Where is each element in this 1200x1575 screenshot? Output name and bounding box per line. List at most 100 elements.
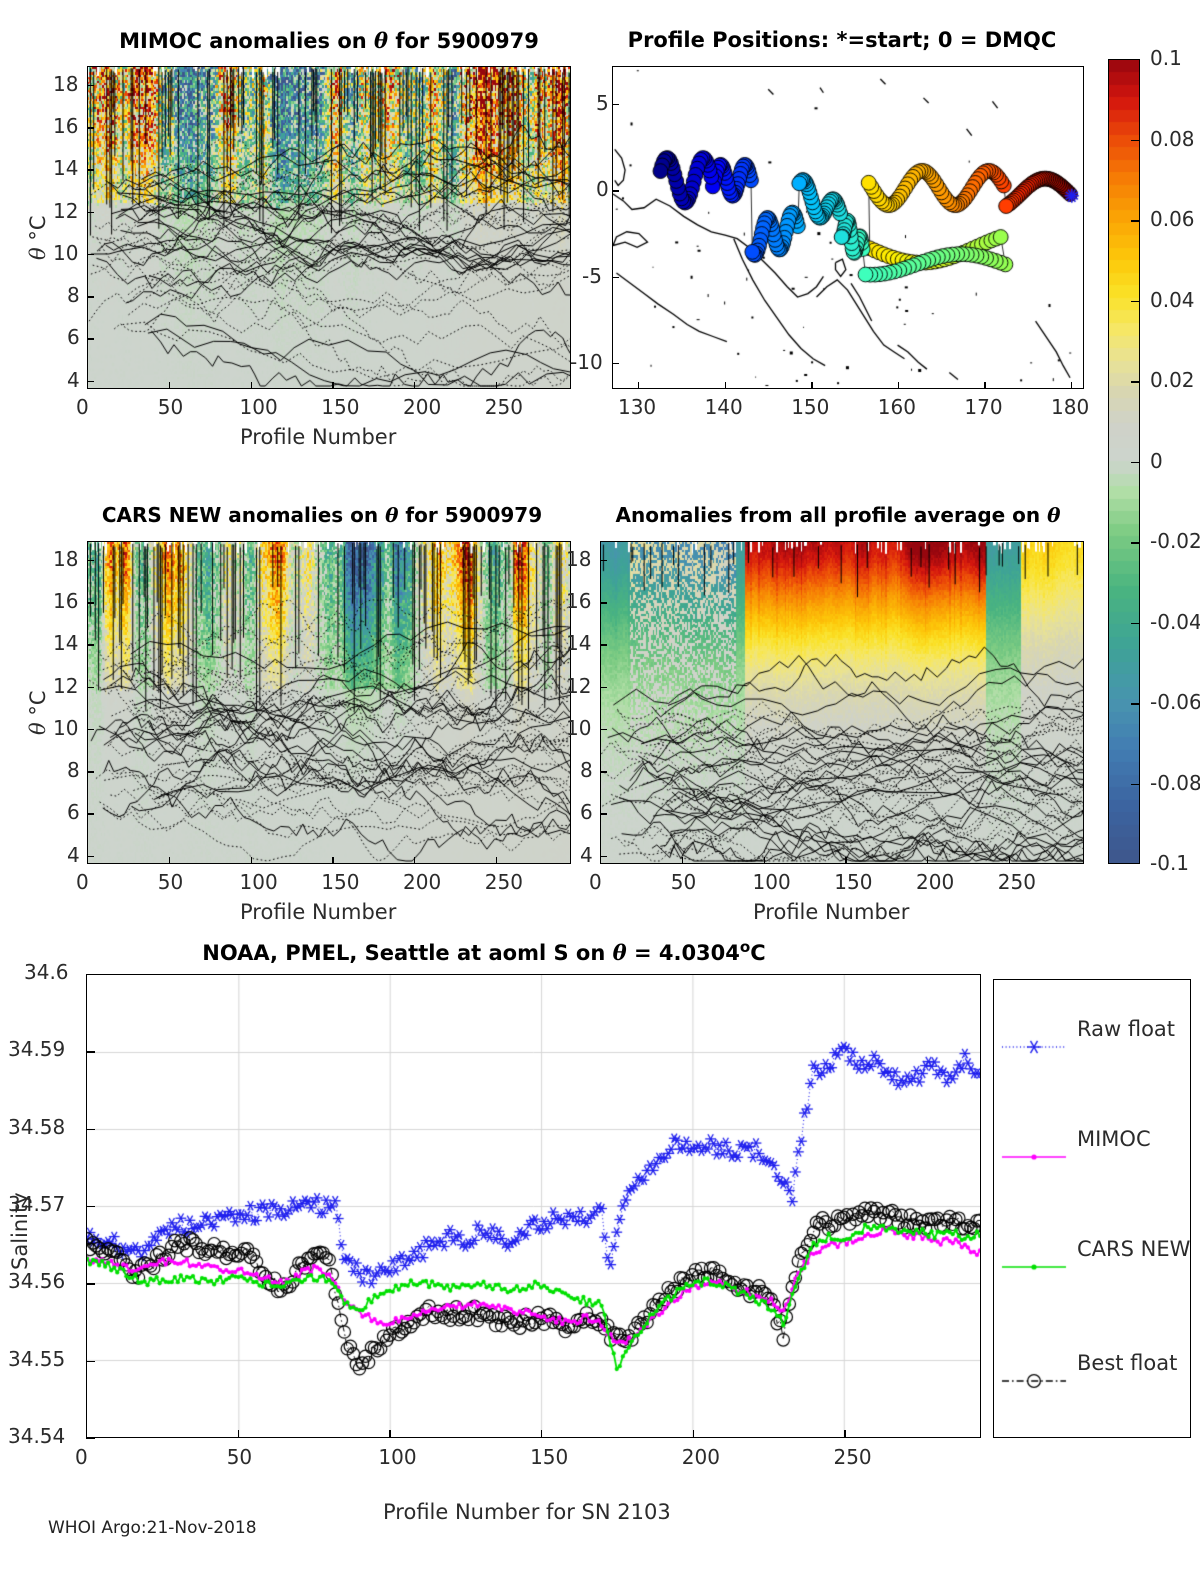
colorbar-tick xyxy=(1131,139,1140,142)
salinity-ytick xyxy=(86,1051,95,1053)
allprof-xticklabel: 100 xyxy=(752,870,791,894)
cars-xtick xyxy=(495,857,498,864)
cars-yticklabel: 6 xyxy=(67,800,80,825)
legend-sample-lines xyxy=(994,980,1190,1437)
salinity-xtick xyxy=(237,1430,240,1438)
salinity-ytick xyxy=(86,1438,95,1440)
allprof-axes xyxy=(600,541,1084,864)
mimoc-ytick xyxy=(87,211,94,214)
cars-yticklabel: 4 xyxy=(67,842,80,867)
cars-xticklabel: 100 xyxy=(239,870,278,894)
mimoc-yticklabel: 8 xyxy=(67,283,80,308)
allprof-ytick xyxy=(600,686,607,689)
salinity-xlabel: Profile Number for SN 2103 xyxy=(383,1500,671,1524)
mimoc-xticklabel: 50 xyxy=(157,395,184,419)
mimoc-xticklabel: 0 xyxy=(76,395,89,419)
salinity-title: NOAA, PMEL, Seattle at aoml S on θ = 4.0… xyxy=(202,938,766,965)
colorbar-tick xyxy=(1131,461,1140,464)
allprof-yticklabel: 6 xyxy=(580,800,593,825)
allprof-ytick xyxy=(600,560,607,562)
allprof-xtick xyxy=(927,857,929,864)
colorbar-tick xyxy=(1131,622,1140,625)
mimoc-xtick xyxy=(414,382,416,389)
mimoc-yticklabel: 10 xyxy=(53,240,79,265)
allprof-yticklabel: 8 xyxy=(580,758,593,783)
allprof-ytick xyxy=(600,644,607,646)
mimoc-yticklabel: 12 xyxy=(53,198,79,223)
cars-xtick xyxy=(250,857,252,864)
map-ytick xyxy=(612,363,619,365)
cars-yticklabel: 8 xyxy=(67,758,80,783)
salinity-xticklabel: 150 xyxy=(530,1445,569,1469)
map-yticklabel: -10 xyxy=(570,350,603,375)
allprof-xticklabel: 200 xyxy=(916,870,955,894)
salinity-yticklabel: 34.6 xyxy=(24,960,69,984)
cars-ytick xyxy=(87,855,94,857)
salinity-legend xyxy=(993,979,1191,1438)
allprof-xtick xyxy=(845,857,847,864)
allprof-xticklabel: 50 xyxy=(670,870,697,894)
colorbar-tick xyxy=(1131,783,1140,786)
mimoc-contour-image xyxy=(88,67,570,388)
cars-yticklabel: 18 xyxy=(53,547,79,571)
mimoc-ytick xyxy=(87,85,94,87)
allprof-xtick xyxy=(600,857,602,864)
cars-xtick xyxy=(414,857,416,864)
cars-xtick xyxy=(168,857,171,864)
salinity-xticklabel: 0 xyxy=(75,1445,88,1469)
map-yticklabel: 0 xyxy=(596,177,609,202)
cars-xticklabel: 200 xyxy=(403,870,442,894)
salinity-ytick xyxy=(86,1206,95,1208)
allprof-xticklabel: 150 xyxy=(834,870,873,894)
mimoc-xticklabel: 250 xyxy=(484,395,523,419)
salinity-xtick xyxy=(541,1430,543,1438)
map-xtick xyxy=(724,382,726,389)
allprof-yticklabel: 4 xyxy=(580,842,593,867)
colorbar-ticklabel: -0.02 xyxy=(1150,529,1200,553)
mimoc-xtick xyxy=(168,382,171,389)
salinity-ytick xyxy=(86,974,95,976)
mimoc-ytick xyxy=(87,127,94,129)
cars-xticklabel: 150 xyxy=(321,870,360,894)
mimoc-ytick xyxy=(87,253,94,256)
salinity-yticklabel: 34.55 xyxy=(8,1346,66,1371)
map-xticklabel: 130 xyxy=(617,395,657,419)
salinity-yticklabel: 34.57 xyxy=(8,1192,66,1216)
cars-ytick xyxy=(87,771,94,773)
theta-glyph: θ xyxy=(374,28,389,53)
salinity-xtick xyxy=(389,1430,391,1438)
cars-yticklabel: 16 xyxy=(53,589,79,614)
colorbar-ticklabel: -0.08 xyxy=(1150,770,1200,795)
allprof-ytick xyxy=(600,728,607,731)
colorbar-ticklabel: 0 xyxy=(1150,448,1163,473)
allprof-ytick xyxy=(600,602,607,604)
allprof-yticklabel: 14 xyxy=(566,631,592,656)
allprof-xlabel: Profile Number xyxy=(753,900,910,924)
salinity-xtick xyxy=(86,1430,88,1438)
colorbar-ticklabel: -0.04 xyxy=(1150,609,1200,634)
theta-glyph: θ xyxy=(385,503,399,527)
map-xtick xyxy=(984,382,986,389)
cars-xtick xyxy=(332,857,334,864)
map-xticklabel: 160 xyxy=(877,395,916,419)
figure-footer: WHOI Argo:21-Nov-2018 xyxy=(48,1518,257,1538)
allprof-ytick xyxy=(600,855,607,857)
allprof-title: Anomalies from all profile average on θ xyxy=(615,503,1061,527)
allprof-yticklabel: 16 xyxy=(566,589,592,614)
cars-yticklabel: 12 xyxy=(53,673,79,698)
colorbar-tick xyxy=(1131,220,1140,222)
mimoc-title-post: for 5900979 xyxy=(388,29,539,53)
map-xticklabel: 150 xyxy=(791,395,830,419)
colorbar-ticklabel: 0.02 xyxy=(1150,368,1195,392)
salinity-axes xyxy=(86,974,981,1438)
map-axes xyxy=(612,66,1084,389)
mimoc-ytick xyxy=(87,296,94,298)
allprof-xtick xyxy=(1008,857,1011,864)
colorbar-ticklabel: -0.1 xyxy=(1150,851,1190,875)
mimoc-yticklabel: 4 xyxy=(67,367,80,392)
salinity-xticklabel: 250 xyxy=(833,1445,872,1469)
mimoc-axes xyxy=(87,66,571,389)
mimoc-title: MIMOC anomalies on θ for 5900979 xyxy=(87,28,571,53)
allprof-yticklabel: 10 xyxy=(566,715,592,740)
mimoc-yticklabel: 16 xyxy=(53,114,79,139)
